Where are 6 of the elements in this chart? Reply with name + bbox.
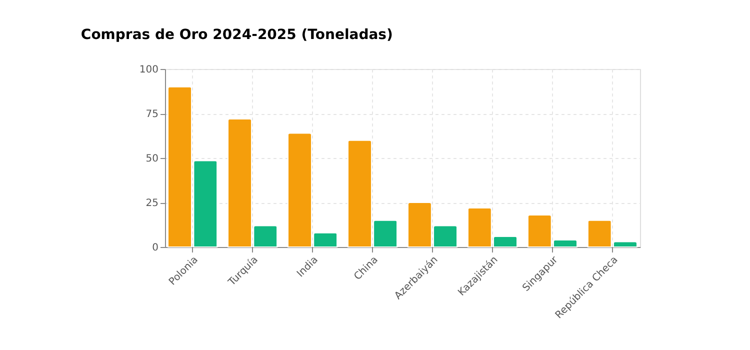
y-tick-label: 25 bbox=[146, 198, 158, 209]
chart-title: Compras de Oro 2024-2025 (Toneladas) bbox=[80, 27, 393, 43]
y-tick-label: 75 bbox=[146, 109, 158, 120]
y-tick-label: 100 bbox=[139, 64, 158, 76]
y-tick-label: 50 bbox=[146, 154, 158, 164]
y-tick-label: 0 bbox=[152, 242, 158, 254]
